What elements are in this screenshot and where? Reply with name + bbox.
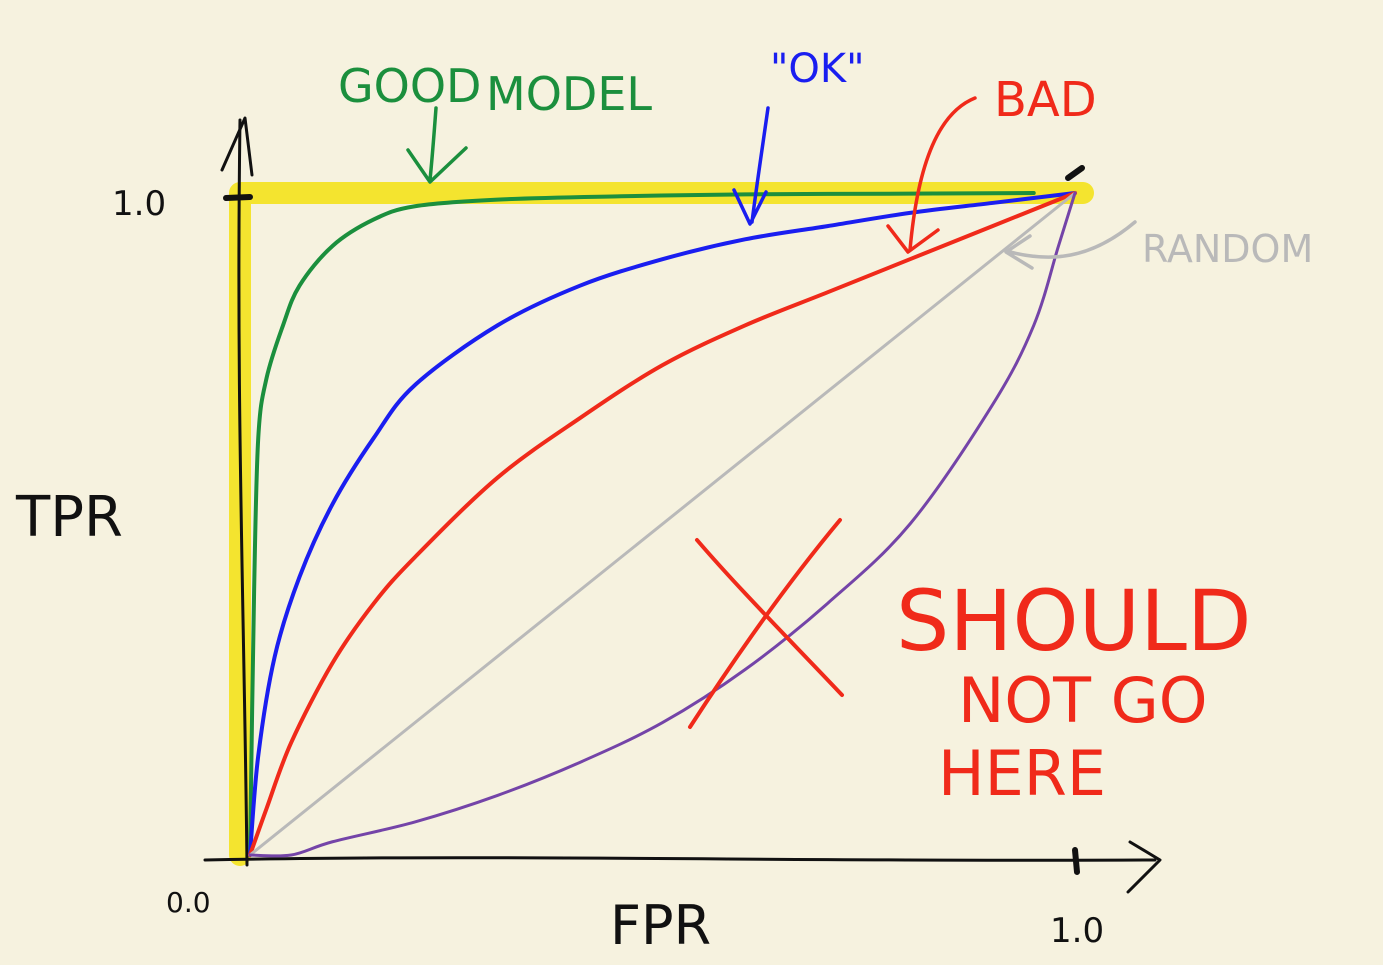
y-axis-label: TPR <box>15 485 123 550</box>
good-arrow <box>406 106 468 184</box>
x-tick-label-origin: 0.0 <box>166 886 211 919</box>
curve-ok <box>248 191 1077 857</box>
cross-stroke-2 <box>688 518 842 729</box>
curve-random <box>248 191 1077 857</box>
y-axis-tick <box>223 194 253 201</box>
random-label: RANDOM <box>1142 227 1313 271</box>
good-label-line2: MODEL <box>486 67 652 121</box>
y-axis-line <box>237 118 249 867</box>
y-axis-arrowhead <box>220 116 254 177</box>
axes <box>203 116 1162 894</box>
x-axis-tick <box>1072 847 1080 875</box>
warning-line1: SHOULD <box>896 572 1252 670</box>
bad-arrow <box>886 96 977 254</box>
ok-label: "OK" <box>770 46 865 92</box>
x-axis-line <box>203 856 1157 862</box>
bad-label: BAD <box>994 72 1097 128</box>
curve-worse <box>248 191 1077 858</box>
cross-stroke-1 <box>695 538 844 697</box>
top-right-dot <box>1065 165 1085 181</box>
random-arrow <box>1004 220 1137 270</box>
annotation-arrows <box>406 96 1137 270</box>
good-label-line1: GOOD <box>338 59 481 113</box>
warning-line2: NOT GO <box>958 664 1208 737</box>
warning-line3: HERE <box>938 737 1106 810</box>
ok-arrow <box>732 106 770 226</box>
x-tick-label-end: 1.0 <box>1050 911 1104 951</box>
curve-bad <box>248 191 1077 857</box>
x-axis-arrowhead <box>1126 840 1162 894</box>
forbidden-cross <box>688 518 844 729</box>
x-axis-label: FPR <box>610 894 711 957</box>
y-tick-label: 1.0 <box>112 184 166 224</box>
curve-good <box>248 191 1036 857</box>
